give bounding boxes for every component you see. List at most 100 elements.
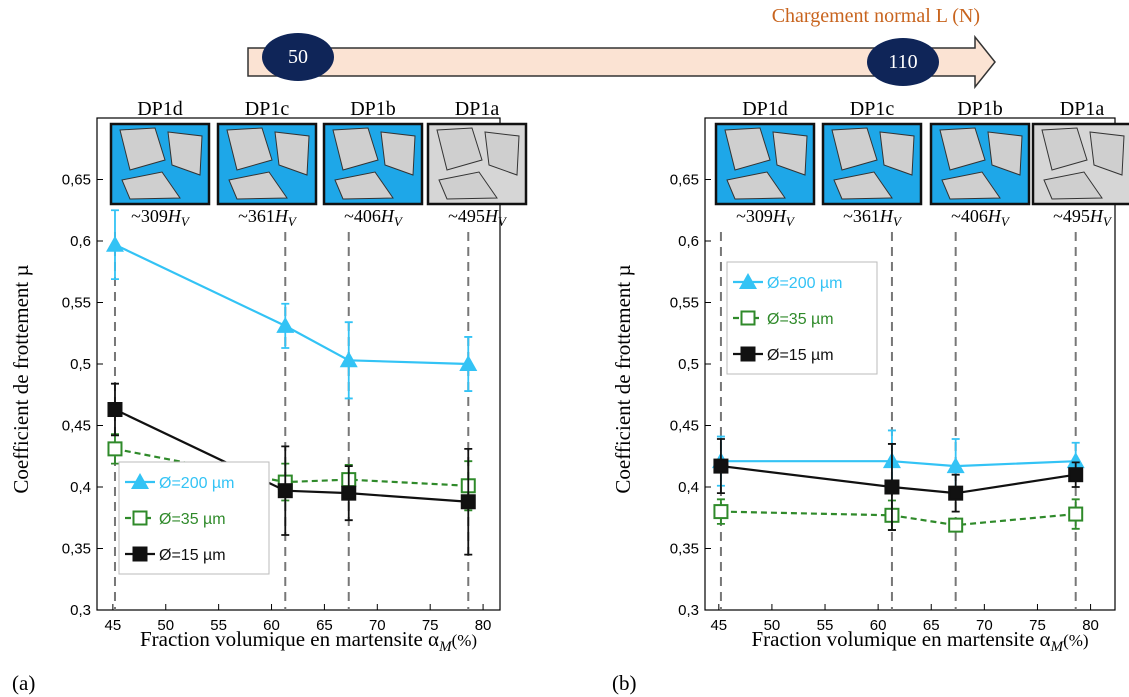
legend-marker [739, 273, 757, 289]
x-axis-label-unit: (%) [452, 631, 477, 650]
hardness-unit-sub: V [498, 214, 508, 229]
micrograph-grains [831, 127, 915, 200]
load-start: 50 [288, 46, 308, 68]
marker [107, 402, 123, 418]
x-tick-label: 55 [210, 617, 227, 634]
load-marker [262, 33, 334, 81]
structure-label: DP1c [850, 98, 895, 120]
y-tick-label: 0,45 [62, 418, 91, 435]
hardness-unit: H [1089, 206, 1104, 226]
y-axis-label: Coefficient de frottement µ [9, 264, 33, 493]
marker [948, 485, 964, 501]
legend-label: Ø=200 µm [159, 475, 234, 492]
hardness-label: ~309HV [736, 206, 796, 229]
micrograph-grains [1041, 127, 1125, 200]
hardness-unit: H [484, 206, 499, 226]
marker [107, 441, 123, 457]
series-line [114, 243, 469, 366]
hardness-value: ~309 [131, 206, 168, 226]
micrograph-grains [724, 127, 808, 200]
x-axis-label-sub: M [438, 639, 453, 655]
marker [946, 457, 965, 474]
marker [713, 458, 729, 474]
y-tick-label: 0,35 [670, 541, 699, 558]
y-tick-label: 0,4 [678, 479, 699, 496]
micrograph-grains [226, 127, 310, 200]
series-line [114, 408, 469, 503]
structure-label: DP1d [137, 98, 183, 120]
legend-marker [740, 346, 756, 362]
hardness-value: ~406 [951, 206, 988, 226]
hardness-unit-sub: V [181, 214, 191, 229]
hardness-label: ~361HV [843, 206, 903, 229]
marker [1068, 506, 1084, 522]
y-tick-label: 0,6 [70, 233, 91, 250]
marker [460, 494, 476, 510]
x-tick-label: 80 [1082, 617, 1099, 634]
legend-marker [132, 510, 148, 526]
marker [948, 517, 964, 533]
load-arrow [247, 34, 996, 90]
hardness-unit-sub: V [1001, 214, 1011, 229]
y-tick-label: 0,65 [62, 172, 91, 189]
marker [276, 316, 295, 333]
structure-label: DP1d [742, 98, 788, 120]
hardness-value: ~406 [344, 206, 381, 226]
y-tick-label: 0,5 [678, 356, 699, 373]
x-axis-label-unit: (%) [1063, 631, 1088, 650]
x-tick-label: 50 [157, 617, 174, 634]
load-marker [867, 38, 939, 86]
x-axis-label-sub: M [1050, 639, 1065, 655]
series-line [720, 464, 1076, 495]
y-tick-label: 0,5 [70, 356, 91, 373]
x-axis-label: Fraction volumique en martensite αM(%) [140, 627, 477, 655]
hardness-unit-sub: V [786, 214, 796, 229]
structure-label: DP1a [1060, 98, 1105, 120]
y-tick-label: 0,4 [70, 479, 91, 496]
hardness-label: ~406HV [344, 206, 404, 229]
marker [459, 355, 478, 371]
micrograph-grains [436, 127, 520, 200]
hardness-value: ~495 [1053, 206, 1090, 226]
hardness-unit: H [772, 206, 787, 226]
hardness-unit: H [987, 206, 1002, 226]
marker [884, 479, 900, 495]
series-line [720, 510, 1076, 527]
x-tick-label: 60 [870, 617, 887, 634]
hardness-unit-sub: V [394, 214, 404, 229]
x-axis-label-text: Fraction volumique en martensite α [140, 627, 439, 651]
legend-label: Ø=35 µm [159, 511, 226, 528]
panel-label: (b) [612, 671, 637, 695]
marker [1068, 467, 1084, 483]
marker [339, 351, 358, 368]
y-tick-label: 0,6 [678, 233, 699, 250]
y-tick-label: 0,45 [670, 418, 699, 435]
y-tick-label: 0,3 [70, 602, 91, 619]
hardness-unit: H [879, 206, 894, 226]
y-tick-label: 0,35 [62, 541, 91, 558]
marker [341, 485, 357, 501]
x-axis-label: Fraction volumique en martensite αM(%) [751, 627, 1088, 655]
hardness-label: ~406HV [951, 206, 1011, 229]
y-tick-label: 0,65 [670, 172, 699, 189]
hardness-unit-sub: V [893, 214, 903, 229]
hardness-value: ~361 [843, 206, 880, 226]
x-tick-label: 50 [764, 617, 781, 634]
hardness-unit-sub: V [1103, 214, 1113, 229]
marker [1066, 452, 1085, 469]
x-tick-label: 70 [369, 617, 386, 634]
y-tick-label: 0,55 [670, 295, 699, 312]
load-title: Chargement normal L (N) [772, 5, 980, 27]
x-tick-label: 60 [263, 617, 280, 634]
series-line [114, 447, 469, 487]
hardness-unit: H [274, 206, 289, 226]
legend-marker [132, 546, 148, 562]
x-tick-label: 65 [923, 617, 940, 634]
micrograph-grains [939, 127, 1023, 200]
load-end: 110 [888, 51, 917, 73]
x-tick-label: 45 [105, 617, 122, 634]
legend-label: Ø=15 µm [767, 347, 834, 364]
x-tick-label: 45 [710, 617, 727, 634]
x-tick-label: 55 [817, 617, 834, 634]
